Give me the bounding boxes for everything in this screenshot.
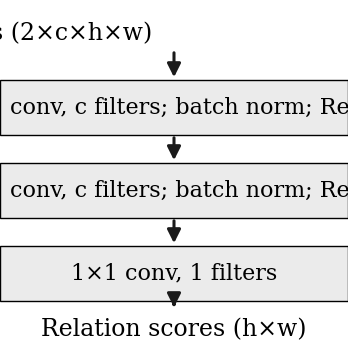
Bar — [0, 163, 348, 218]
Text: Pair features (2×c×h×w): Pair features (2×c×h×w) — [0, 22, 152, 45]
Text: conv, c filters; batch norm; ReLU: conv, c filters; batch norm; ReLU — [10, 96, 348, 119]
Bar — [0, 246, 348, 301]
Text: 1×1 conv, 1 filters: 1×1 conv, 1 filters — [71, 262, 277, 285]
Text: Relation scores (h×w): Relation scores (h×w) — [41, 318, 307, 341]
Bar — [0, 80, 348, 135]
Text: conv, c filters; batch norm; ReLU: conv, c filters; batch norm; ReLU — [10, 180, 348, 201]
